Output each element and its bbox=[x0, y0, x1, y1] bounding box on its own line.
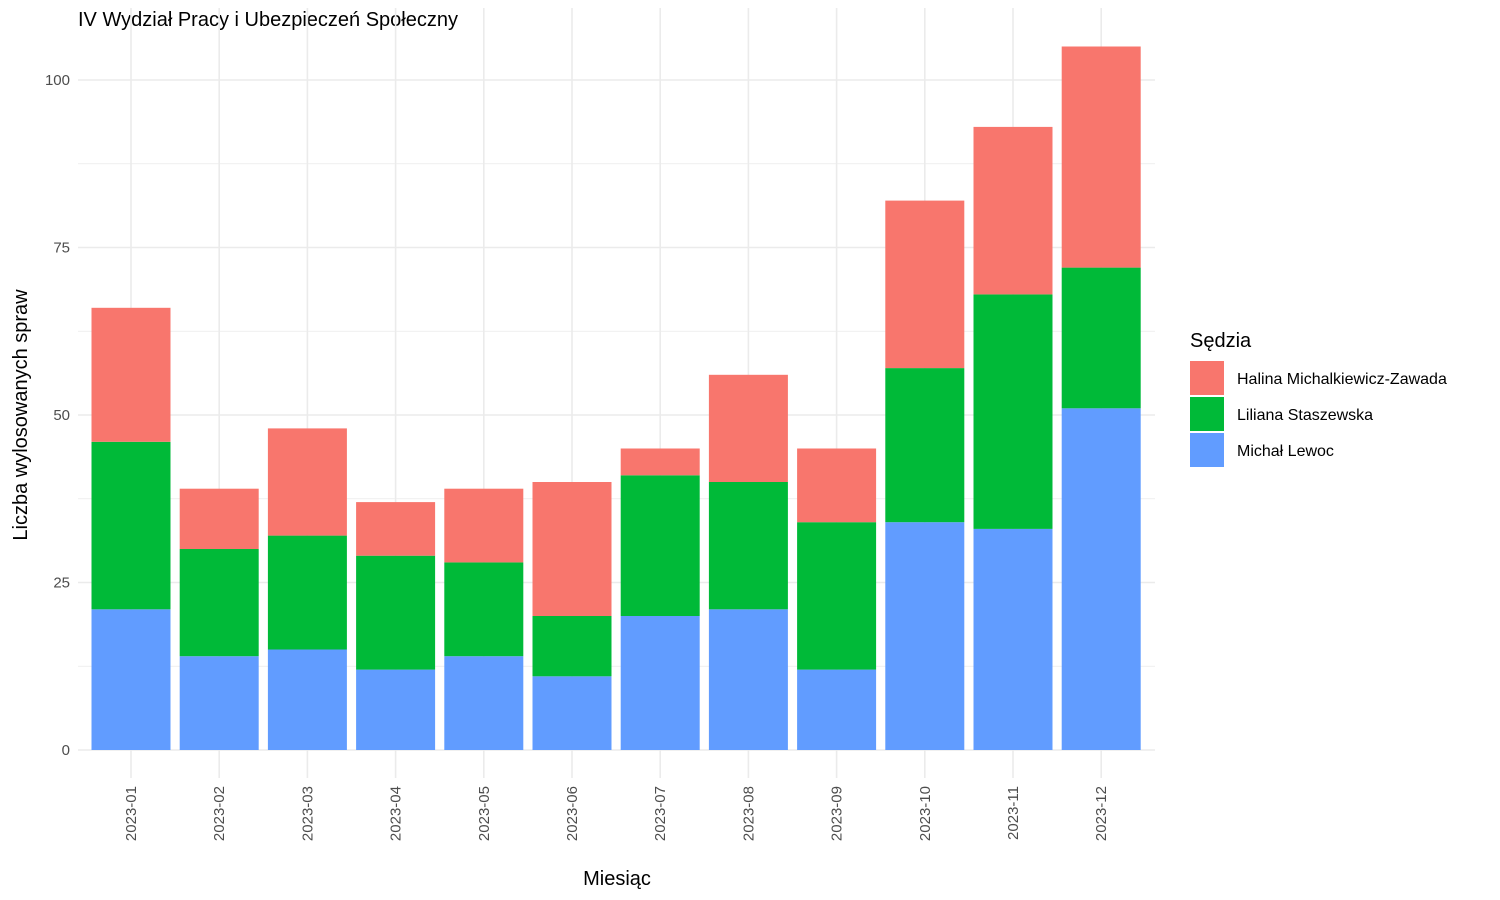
x-axis-ticks: 2023-01 2023-02 2023-03 2023-04 2023-05 2023-… bbox=[123, 786, 1110, 841]
y-axis-title: Liczba wylosowanych spraw bbox=[10, 289, 32, 541]
bars bbox=[91, 46, 1141, 750]
bar-segment bbox=[620, 616, 700, 750]
x-tick-label: 2023-07 bbox=[652, 786, 669, 841]
bar-segment bbox=[797, 522, 877, 670]
y-axis-ticks: 0 25 50 75 100 bbox=[45, 72, 70, 759]
bar-segment bbox=[267, 428, 347, 536]
bar-segment bbox=[444, 488, 524, 563]
bar-segment bbox=[179, 656, 259, 750]
legend-items: Halina Michalkiewicz-Zawada Liliana Stasz… bbox=[1190, 361, 1447, 467]
plot-area bbox=[78, 8, 1155, 778]
bar-segment bbox=[973, 126, 1053, 295]
x-tick-label: 2023-04 bbox=[388, 786, 405, 841]
y-tick-label: 0 bbox=[62, 742, 70, 759]
x-tick-label: 2023-06 bbox=[564, 786, 581, 841]
bar-segment bbox=[797, 669, 877, 750]
x-tick-label: 2023-05 bbox=[476, 786, 493, 841]
x-tick-label: 2023-11 bbox=[1005, 786, 1022, 840]
bar-segment bbox=[91, 609, 171, 750]
bar-segment bbox=[267, 649, 347, 750]
bar-segment bbox=[91, 307, 171, 442]
x-tick-label: 2023-01 bbox=[123, 786, 140, 841]
bar-segment bbox=[179, 549, 259, 657]
legend-label: Liliana Staszewska bbox=[1237, 407, 1373, 424]
bar-segment bbox=[444, 562, 524, 657]
bar-segment bbox=[444, 656, 524, 750]
bar-segment bbox=[885, 522, 965, 750]
bar-segment bbox=[91, 441, 171, 610]
y-tick-label: 100 bbox=[45, 72, 70, 89]
legend: Sędzia Halina Michalkiewicz-Zawada Lilian… bbox=[1190, 330, 1447, 467]
bar-segment bbox=[356, 502, 436, 556]
y-tick-label: 50 bbox=[53, 407, 70, 424]
bar-segment bbox=[973, 528, 1053, 750]
x-tick-label: 2023-02 bbox=[211, 786, 228, 841]
bar-segment bbox=[356, 555, 436, 670]
legend-label: Michał Lewoc bbox=[1237, 443, 1334, 460]
bar-segment bbox=[532, 482, 612, 616]
bar-segment bbox=[885, 200, 965, 369]
bar-segment bbox=[708, 482, 788, 610]
x-axis-title: Miesiąc bbox=[583, 868, 651, 890]
y-tick-label: 75 bbox=[53, 240, 70, 257]
bar-segment bbox=[620, 475, 700, 616]
bar-segment bbox=[532, 676, 612, 750]
bar-segment bbox=[1061, 408, 1141, 750]
bar-segment bbox=[1061, 267, 1141, 409]
bar-segment bbox=[797, 448, 877, 523]
x-tick-label: 2023-03 bbox=[299, 786, 316, 841]
bar-segment bbox=[620, 448, 700, 476]
legend-swatch bbox=[1190, 397, 1224, 431]
legend-title: Sędzia bbox=[1190, 330, 1252, 352]
x-tick-label: 2023-12 bbox=[1093, 786, 1110, 841]
legend-swatch bbox=[1190, 361, 1224, 395]
bar-segment bbox=[708, 609, 788, 750]
bar-segment bbox=[356, 669, 436, 750]
bar-segment bbox=[532, 616, 612, 677]
x-tick-label: 2023-10 bbox=[917, 786, 934, 841]
x-tick-label: 2023-08 bbox=[740, 786, 757, 841]
chart-title: IV Wydział Pracy i Ubezpieczeń Społeczny bbox=[78, 9, 458, 31]
bar-segment bbox=[708, 374, 788, 482]
bar-segment bbox=[973, 294, 1053, 529]
legend-label: Halina Michalkiewicz-Zawada bbox=[1237, 371, 1447, 388]
bar-segment bbox=[885, 368, 965, 523]
bar-segment bbox=[1061, 46, 1141, 268]
bar-segment bbox=[179, 488, 259, 549]
y-tick-label: 25 bbox=[53, 575, 70, 592]
legend-swatch bbox=[1190, 433, 1224, 467]
x-tick-label: 2023-09 bbox=[829, 786, 846, 841]
bar-segment bbox=[267, 535, 347, 650]
